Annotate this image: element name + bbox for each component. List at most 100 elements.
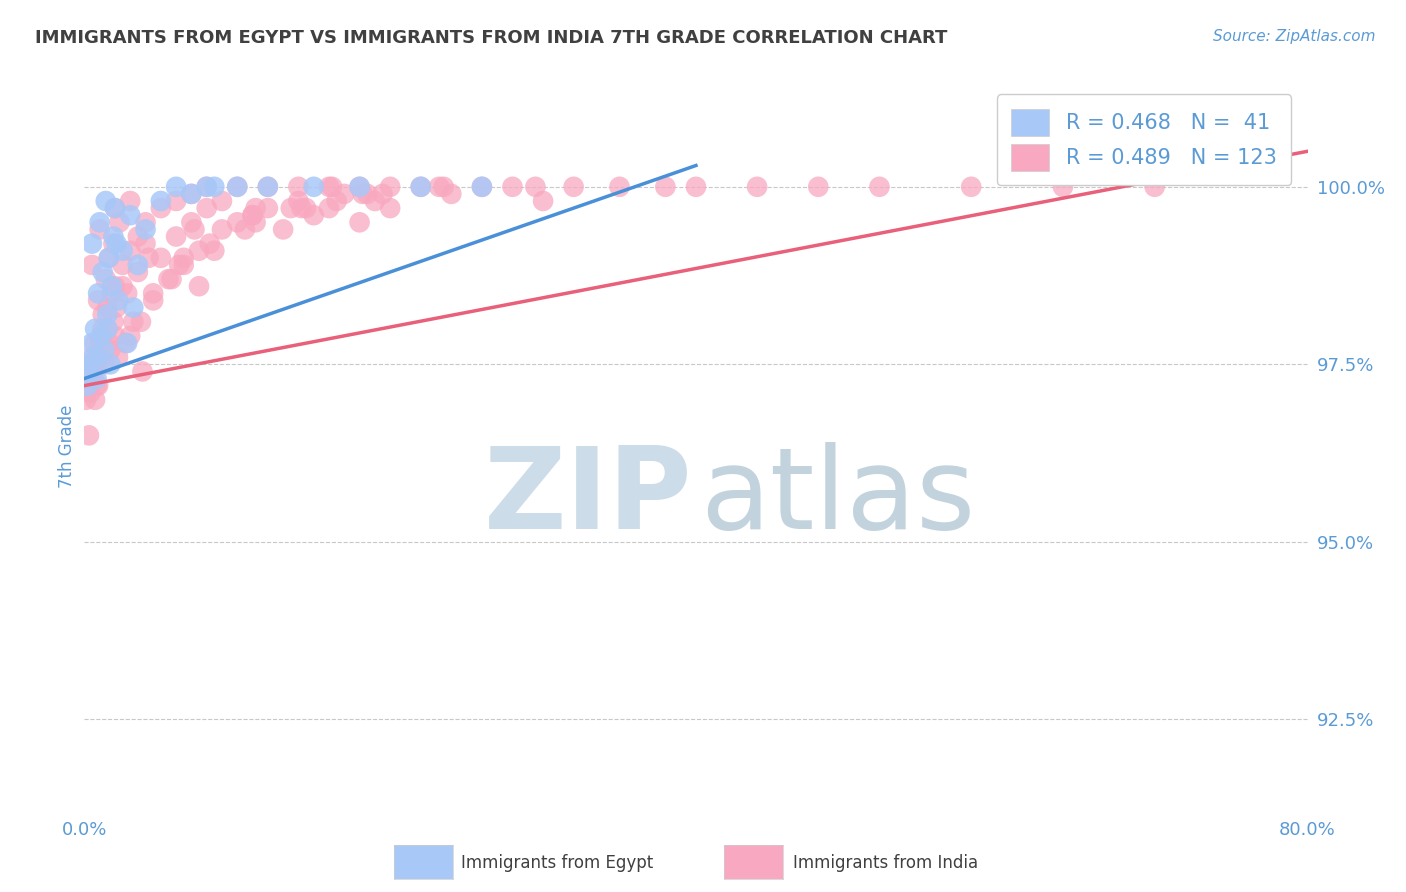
Point [127,265,149,279]
Point [103,315,125,329]
Point [380,179,402,194]
Point [180,186,202,201]
Point [349,179,371,194]
Point [91,322,114,336]
Point [127,229,149,244]
Point [409,179,432,194]
Point [87,286,110,301]
Text: atlas: atlas [700,442,974,553]
Point [245,201,267,215]
Point [349,215,371,229]
Point [75,392,97,407]
Point [86,357,108,371]
Point [138,251,160,265]
Legend: R = 0.468   N =  41, R = 0.489   N = 123: R = 0.468 N = 41, R = 0.489 N = 123 [997,95,1291,186]
Point [127,258,149,272]
Point [83,350,105,364]
Point [96,322,118,336]
Point [101,279,124,293]
Point [129,315,152,329]
Point [747,179,769,194]
Point [96,301,118,315]
Point [107,350,129,364]
Point [76,378,98,392]
Point [211,222,233,236]
Point [173,251,195,265]
Point [356,186,378,201]
Point [135,215,157,229]
Point [371,186,394,201]
Point [302,208,325,222]
Point [91,265,114,279]
Point [531,194,554,208]
Point [79,385,101,400]
Point [108,215,131,229]
Point [280,201,302,215]
Point [271,222,294,236]
Point [98,357,121,371]
Point [142,286,165,301]
Point [90,329,112,343]
Point [89,336,111,351]
Point [165,229,187,244]
Point [120,194,142,208]
Point [427,179,450,194]
Point [87,293,110,308]
Point [96,308,118,322]
Point [84,392,107,407]
Point [80,336,103,351]
Point [115,286,138,301]
Point [94,272,117,286]
Point [195,201,218,215]
Point [333,186,356,201]
Point [84,322,107,336]
Point [149,201,172,215]
Point [290,201,312,215]
Point [165,194,187,208]
Point [287,179,309,194]
Point [198,236,221,251]
Point [135,222,157,236]
Point [149,251,172,265]
Point [195,179,218,194]
Point [105,301,128,315]
Point [111,244,134,258]
Point [90,329,112,343]
Point [173,258,195,272]
Point [84,336,107,351]
Point [318,179,340,194]
Point [257,201,280,215]
Point [131,364,153,378]
Point [97,251,120,265]
Point [245,215,267,229]
Point [295,201,318,215]
Point [86,350,108,364]
Point [77,371,100,385]
Y-axis label: 7th Grade: 7th Grade [58,404,76,488]
Point [91,308,114,322]
Point [98,343,121,358]
Point [202,244,225,258]
Point [77,428,100,442]
Point [107,293,129,308]
Point [122,315,145,329]
Point [149,194,172,208]
Point [318,201,340,215]
Point [685,179,707,194]
Point [104,201,127,215]
Point [242,208,264,222]
Point [242,208,264,222]
Point [104,201,127,215]
Point [869,179,891,194]
Point [409,179,432,194]
Point [105,236,128,251]
Point [226,215,249,229]
Point [1143,179,1166,194]
Point [188,279,211,293]
Point [104,329,127,343]
Point [122,301,145,315]
Point [111,258,134,272]
Point [321,179,343,194]
Point [115,336,138,351]
Point [79,357,101,371]
